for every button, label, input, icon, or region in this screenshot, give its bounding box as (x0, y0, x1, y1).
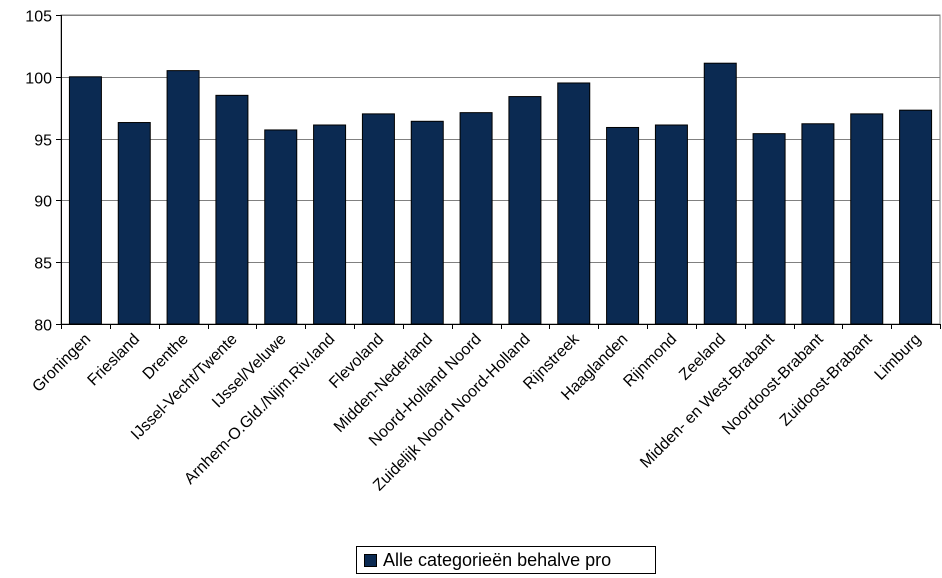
bar (801, 123, 835, 325)
y-tick-label: 85 (34, 256, 52, 273)
x-tick-label: Limburg (872, 331, 925, 384)
x-tick-label: Friesland (85, 331, 144, 390)
bar (410, 120, 444, 325)
legend-swatch (364, 553, 377, 567)
bar (68, 76, 102, 325)
y-tick-label: 90 (34, 194, 52, 211)
bar (459, 112, 493, 325)
legend: Alle categorieën behalve pro (356, 546, 656, 574)
plot-area (60, 14, 941, 325)
bar (117, 122, 151, 325)
bar (508, 96, 542, 325)
bar (166, 70, 200, 325)
bar (264, 129, 298, 325)
y-tick-label: 80 (34, 318, 52, 335)
x-tick-label: Groningen (29, 331, 94, 396)
bar (703, 62, 737, 325)
bar (752, 133, 786, 325)
bar (899, 109, 933, 325)
bar (606, 126, 640, 325)
bar (654, 124, 688, 325)
x-tick-label: Rijnmond (620, 331, 680, 391)
y-tick-label: 105 (25, 9, 52, 26)
bar (557, 82, 591, 325)
y-tick-label: 95 (34, 133, 52, 150)
bar (850, 113, 884, 325)
bar (361, 113, 395, 325)
bar (313, 124, 347, 325)
bar (215, 94, 249, 325)
x-tick-label: Zuidoost-Brabant (777, 330, 876, 429)
legend-label: Alle categorieën behalve pro (383, 549, 612, 570)
y-tick-label: 100 (25, 71, 52, 88)
